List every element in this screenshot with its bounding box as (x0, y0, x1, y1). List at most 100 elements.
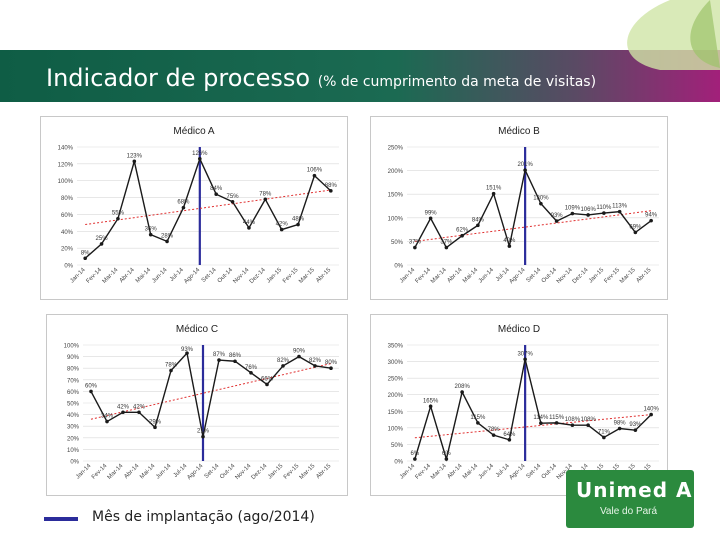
data-label: 42% (117, 404, 130, 410)
x-tick-label: Abr-15 (636, 267, 653, 284)
data-point (105, 419, 109, 424)
y-tick-label: 10% (67, 448, 80, 454)
x-tick-label: Set-14 (526, 463, 543, 480)
data-point (312, 173, 317, 178)
data-point (554, 421, 559, 425)
data-point (198, 157, 202, 161)
x-tick-label: Fev-14 (415, 267, 433, 285)
data-point (201, 434, 205, 439)
x-tick-label: Mai-14 (462, 267, 480, 285)
data-point (137, 410, 141, 415)
y-tick-label: 100% (64, 344, 80, 350)
data-label: 44% (243, 220, 256, 226)
data-label: 75% (227, 194, 240, 200)
data-point (554, 219, 559, 223)
y-tick-label: 60% (61, 213, 74, 219)
data-label: 21% (197, 429, 210, 435)
x-tick-label: Set-14 (204, 463, 221, 480)
data-label: 48% (292, 217, 305, 223)
logo-name: Unimed A (576, 478, 693, 502)
data-point (507, 244, 512, 248)
x-tick-label: Mar-14 (430, 463, 448, 481)
x-tick-label: Abr-15 (315, 267, 332, 284)
data-point (602, 211, 606, 215)
data-point (249, 371, 253, 375)
x-tick-label: Jun-14 (478, 463, 496, 481)
data-label: 34% (101, 414, 114, 420)
y-tick-label: 40% (67, 413, 80, 419)
chart-medico-b: Médico B0%50%100%150%200%250%Jan-14Fev-1… (388, 126, 659, 285)
data-label: 37% (409, 240, 422, 246)
x-tick-label: Abr-14 (447, 463, 464, 480)
x-tick-label: Fev-15 (283, 463, 301, 481)
x-tick-label: Mar-15 (619, 267, 637, 285)
y-tick-label: 0% (64, 264, 73, 270)
data-point (169, 368, 173, 373)
data-point (165, 239, 169, 244)
x-tick-label: Mar-15 (299, 463, 317, 481)
data-point (329, 366, 333, 370)
data-point (649, 412, 653, 417)
series-line (84, 156, 332, 259)
series-line (414, 359, 652, 462)
data-label: 93% (551, 213, 564, 219)
leaf-decoration (627, 0, 720, 70)
x-tick-label: Abr-14 (447, 267, 464, 284)
data-label: 76% (245, 365, 258, 371)
x-tick-label: Set-14 (201, 267, 218, 284)
x-tick-label: Jan-15 (266, 267, 284, 285)
x-tick-label: Dez-14 (250, 463, 268, 481)
y-tick-label: 150% (388, 410, 404, 416)
data-label: 84% (472, 217, 485, 223)
data-label: 8% (81, 250, 90, 256)
y-tick-label: 30% (67, 425, 80, 431)
x-tick-label: Mai-14 (135, 267, 153, 285)
x-tick-label: Abr-15 (315, 463, 332, 480)
x-tick-label: Jun-14 (151, 267, 169, 285)
x-tick-label: Nov-14 (232, 267, 250, 285)
data-label: 60% (85, 383, 98, 389)
y-tick-label: 100% (388, 216, 404, 222)
data-label: 108% (580, 417, 596, 423)
chart-medico-c: Médico C 0% 10% 20% 30% 40% 50% 60% 70% 80% 90% 100… (64, 324, 339, 481)
y-tick-label: 80% (61, 196, 74, 202)
data-label: 98% (614, 421, 627, 427)
x-tick-label: Abr-14 (123, 463, 140, 480)
data-point (523, 357, 527, 362)
x-tick-label: Ago-14 (186, 463, 204, 481)
chart-panel-medico-d: Médico D 0% 50% 100% 150% 200% 250% 300% 350% Jan… (370, 314, 668, 496)
y-tick-label: 0% (70, 460, 79, 466)
x-tick-label: Fev-14 (86, 267, 104, 285)
data-point (281, 364, 285, 368)
data-point (617, 426, 622, 431)
data-label: 78% (259, 191, 272, 197)
chart-panel-medico-c: Médico C 0% 10% 20% 30% 40% 50% 60% 70% 80% 90% 100… (46, 314, 348, 496)
y-tick-label: 200% (388, 169, 404, 175)
data-point (539, 421, 543, 426)
x-tick-label: Out-14 (217, 267, 235, 285)
y-tick-label: 50% (391, 240, 404, 246)
data-point (460, 390, 464, 394)
data-point (460, 233, 464, 238)
x-tick-label: Fev-14 (91, 463, 109, 481)
data-label: 151% (486, 186, 502, 192)
data-label: 110% (596, 205, 612, 211)
y-tick-label: 300% (388, 360, 404, 366)
x-tick-label: Fev-15 (282, 267, 300, 285)
data-label: 62% (456, 228, 469, 234)
data-label: 29% (149, 419, 162, 425)
data-label: 40% (503, 238, 516, 244)
data-point (329, 189, 333, 193)
data-label: 78% (488, 427, 501, 433)
data-point (491, 191, 496, 196)
data-label: 66% (261, 376, 274, 382)
data-label: 42% (133, 404, 146, 410)
x-tick-label: Ago-14 (509, 463, 527, 481)
y-tick-label: 120% (58, 162, 74, 168)
data-label: 25% (96, 236, 109, 242)
data-point (185, 351, 189, 355)
data-label: 93% (181, 347, 194, 353)
x-tick-label: Nov-14 (556, 267, 574, 285)
data-label: 84% (210, 186, 223, 192)
x-tick-label: Dez-14 (572, 267, 590, 285)
